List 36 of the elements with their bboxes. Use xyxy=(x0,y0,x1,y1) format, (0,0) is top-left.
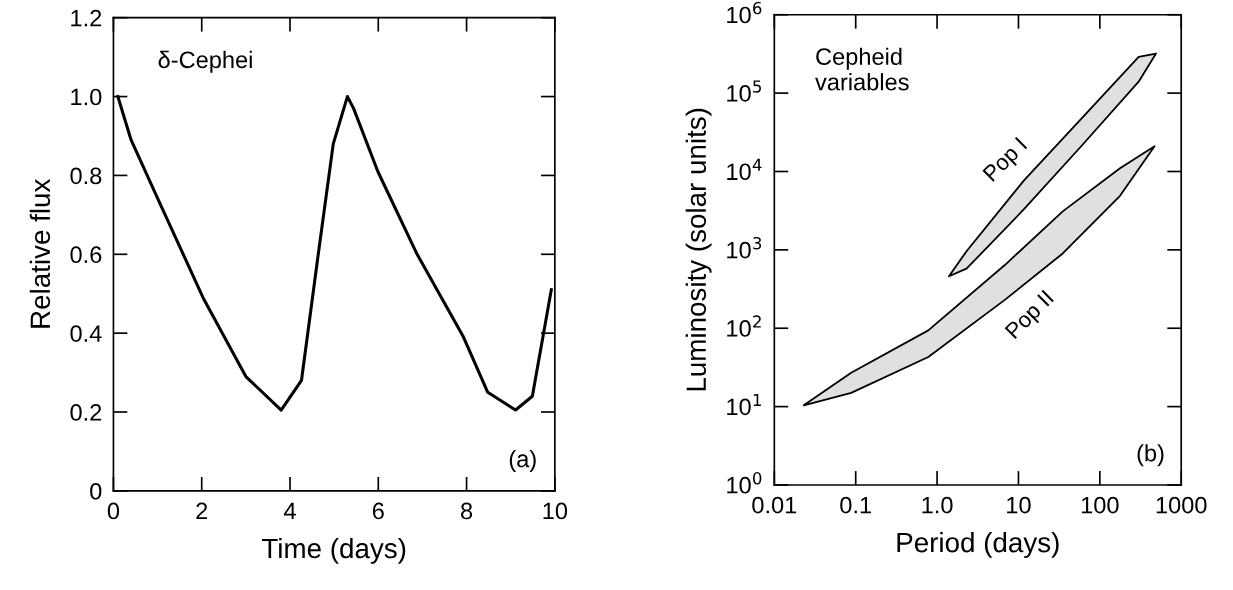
x-tick-label: 8 xyxy=(461,502,473,520)
annotation: Pop I xyxy=(982,136,1031,185)
y-tick-label: 0.2 xyxy=(70,404,102,421)
annotation: δ-Cephei xyxy=(158,50,252,73)
annotation: (b) xyxy=(1137,444,1164,467)
y-axis-title: Luminosity (solar units) xyxy=(685,108,712,391)
x-tick-label: 0 xyxy=(107,502,120,520)
x-tick-label: 1.0 xyxy=(922,496,953,514)
x-tick-label: 0.1 xyxy=(840,496,871,514)
y-tick-label: 1.0 xyxy=(71,88,102,106)
y-tick-label: 10$^{0}$ xyxy=(727,472,762,494)
y-tick-label: 10$^{2}$ xyxy=(727,315,761,337)
x-tick-label: 1000 xyxy=(1156,496,1207,514)
y-tick-label: 10$^{4}$ xyxy=(727,158,762,181)
annotation: (a) xyxy=(509,449,536,472)
annotation: Pop II xyxy=(1004,289,1058,343)
y-tick-label: 1.2 xyxy=(71,9,102,27)
x-tick-label: 100 xyxy=(1081,496,1119,514)
x-tick-label: 6 xyxy=(372,502,384,520)
y-tick-label: 0.8 xyxy=(70,167,102,185)
y-tick-label: 10$^{3}$ xyxy=(727,236,762,259)
x-tick-label: 10 xyxy=(543,502,568,520)
y-tick-label: 0.6 xyxy=(70,246,102,264)
x-tick-label: 10 xyxy=(1007,496,1031,514)
x-axis-title: Time (days) xyxy=(261,537,406,564)
y-tick-label: 10$^{6}$ xyxy=(727,1,762,24)
x-tick-label: 4 xyxy=(283,502,296,520)
y-axis-title: Relative flux xyxy=(29,178,51,328)
y-tick-label: 0.4 xyxy=(70,325,102,342)
y-tick-label: 10$^{5}$ xyxy=(727,80,761,102)
x-tick-label: 0.01 xyxy=(752,496,797,514)
x-tick-label: 2 xyxy=(196,502,208,520)
x-axis-title: Period (days) xyxy=(897,531,1059,558)
annotation: Cepheid variables xyxy=(815,47,909,91)
y-tick-label: 10$^{1}$ xyxy=(727,393,761,416)
y-tick-label: 0 xyxy=(90,482,102,500)
